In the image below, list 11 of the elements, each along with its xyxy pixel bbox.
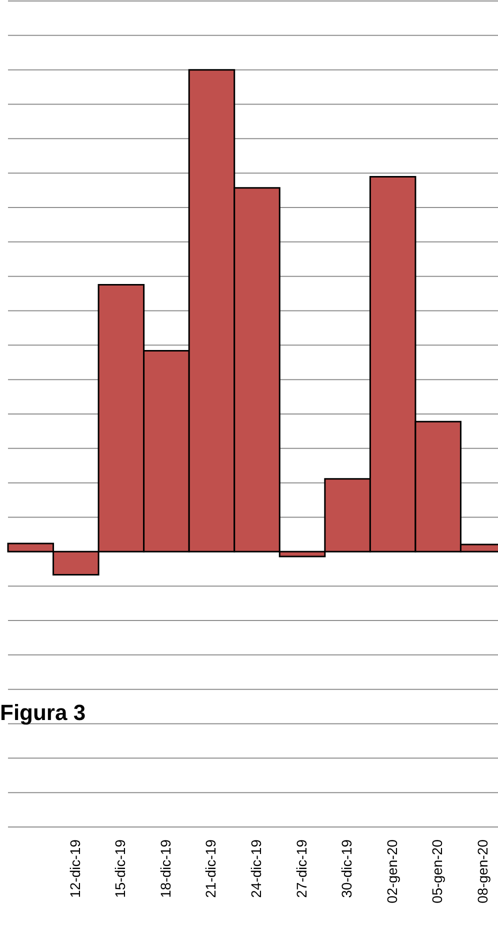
- x-tick-label: 08-gen-20: [474, 839, 490, 904]
- x-tick-label: 18-dic-19: [157, 839, 174, 898]
- x-tick-label: 30-dic-19: [338, 839, 355, 898]
- x-tick-label: 27-dic-19: [293, 839, 310, 898]
- x-tick-label: 02-gen-20: [384, 839, 400, 904]
- x-tick-label: 15-dic-19: [112, 839, 128, 898]
- text: Figura 3: [0, 700, 86, 725]
- x-tick-label: 24-dic-19: [248, 839, 264, 898]
- x-tick-label: 12-dic-19: [66, 839, 83, 898]
- x-tick-label: 21-dic-19: [202, 839, 219, 898]
- x-tick-label: 05-gen-20: [429, 839, 446, 904]
